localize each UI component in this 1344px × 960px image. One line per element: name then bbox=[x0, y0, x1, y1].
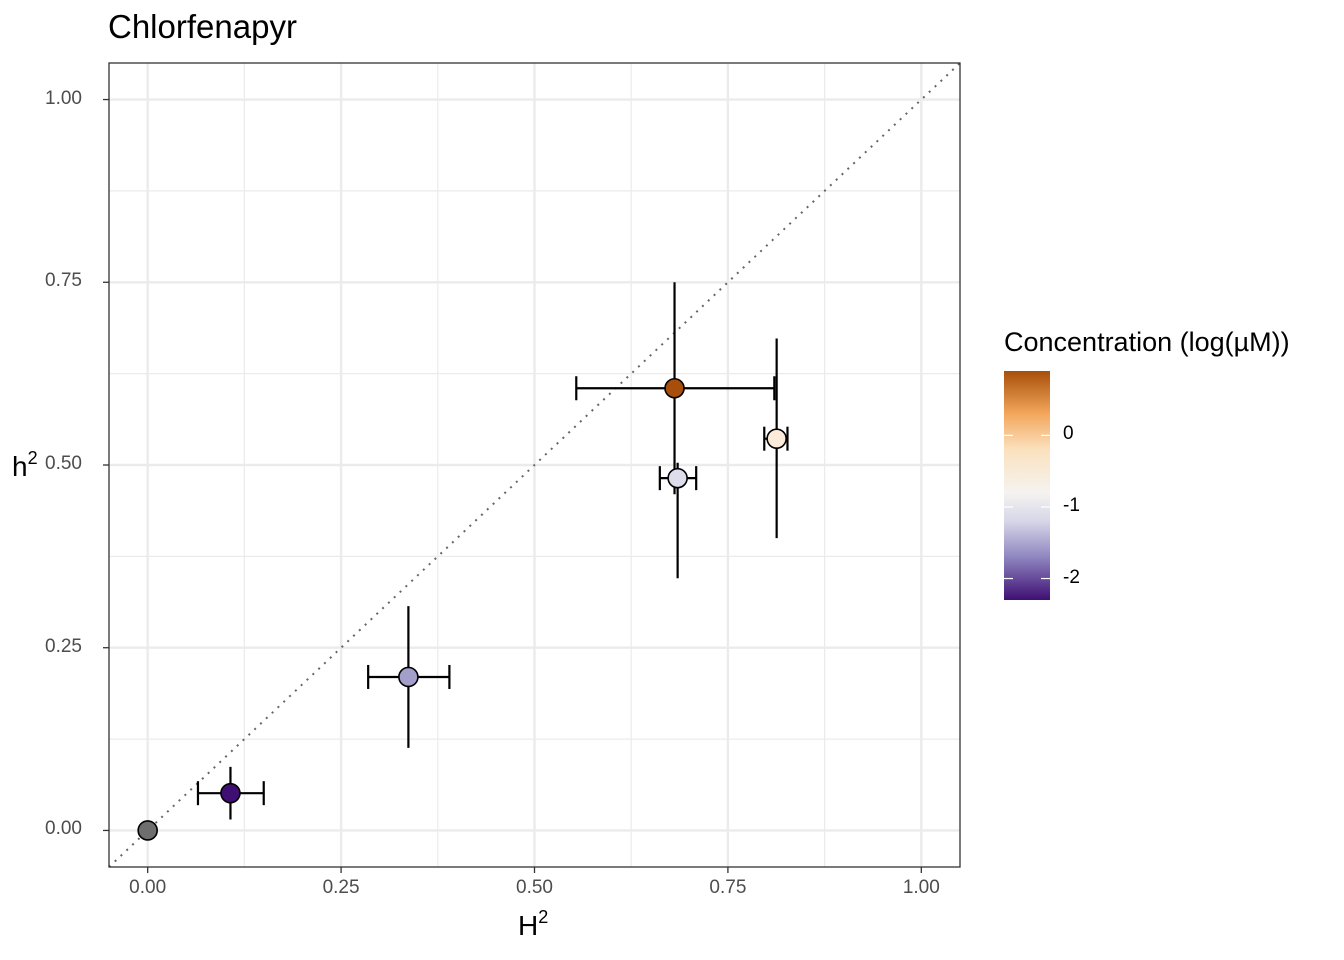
x-tick-label: 0.00 bbox=[129, 877, 167, 898]
legend-tick-label: -2 bbox=[1063, 566, 1080, 588]
legend-title: Concentration (log(µM)) bbox=[1004, 327, 1290, 357]
y-tick-label: 0.25 bbox=[45, 635, 82, 657]
x-tick-label: 0.75 bbox=[709, 877, 747, 898]
colorbar-ticks bbox=[1004, 434, 1050, 580]
chart-title: Chlorfenapyr bbox=[108, 8, 297, 45]
x-tick-label: 0.25 bbox=[322, 877, 360, 898]
y-tick-label: 0.50 bbox=[45, 453, 82, 474]
identity-reference-line bbox=[109, 63, 960, 867]
legend-tick-label: 0 bbox=[1063, 423, 1074, 445]
data-point bbox=[667, 467, 688, 489]
x-tick-label: 1.00 bbox=[902, 877, 940, 898]
data-point bbox=[664, 377, 685, 399]
y-axis-label: h2 bbox=[12, 448, 38, 482]
y-tick-label: 0.75 bbox=[45, 270, 82, 292]
data-points bbox=[137, 377, 787, 841]
y-tick-label: 0.00 bbox=[45, 818, 82, 840]
x-tick-label: 0.50 bbox=[516, 877, 553, 898]
data-point bbox=[220, 782, 241, 804]
data-point bbox=[137, 820, 158, 841]
legend-tick-label: -1 bbox=[1063, 494, 1080, 516]
x-axis-label: H2 bbox=[518, 907, 549, 941]
colorbar bbox=[1004, 371, 1050, 600]
data-point bbox=[766, 428, 787, 449]
axis-ticks bbox=[103, 98, 922, 873]
data-point bbox=[398, 666, 419, 688]
y-tick-label: 1.00 bbox=[45, 87, 82, 109]
